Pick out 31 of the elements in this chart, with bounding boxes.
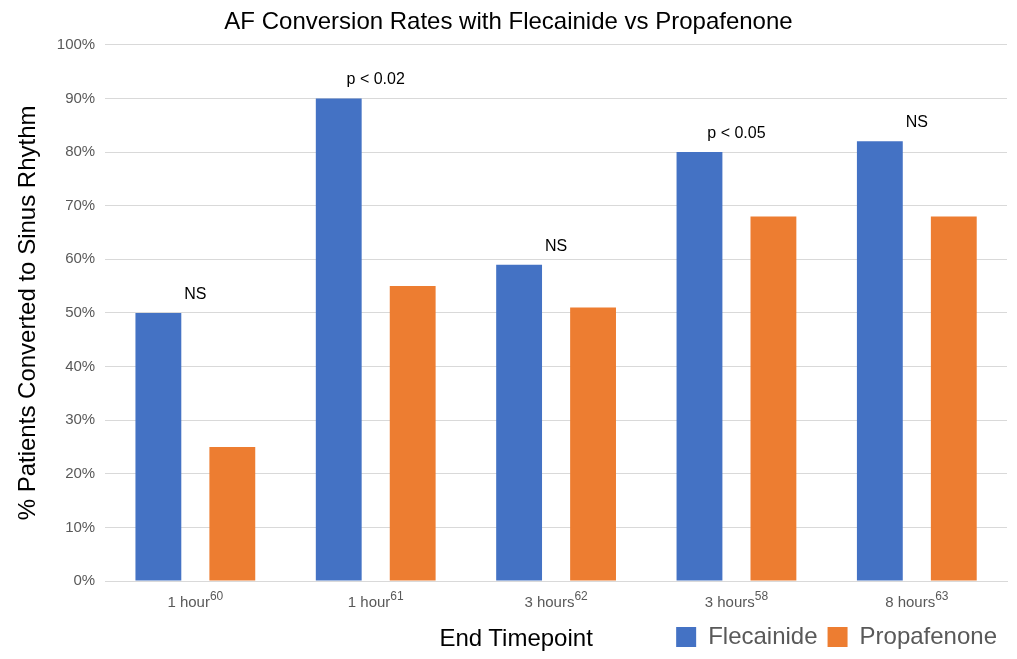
x-axis-title: End Timepoint [439,623,594,651]
y-tick-label: 0% [73,571,96,589]
y-axis-title: % Patients Converted to Sinus Rhythm [13,105,41,521]
y-tick-label: 10% [65,517,96,535]
annotation: p < 0.05 [707,124,766,142]
y-tick-label: 80% [65,142,96,160]
y-tick-label: 60% [65,249,96,267]
y-tick-label: 90% [65,88,96,106]
legend-label: Flecainide [708,621,818,649]
y-tick-label: 100% [56,34,96,52]
annotation: NS [905,113,928,131]
y-tick-label: 50% [65,303,96,321]
legend-label: Propafenone [859,621,997,649]
bar [315,98,362,581]
y-tick-label: 30% [65,410,96,428]
bar [856,141,903,581]
bar [135,312,182,581]
bar [209,446,256,581]
bar [750,216,797,581]
bar [676,152,723,581]
bar [496,264,543,581]
bar [570,307,616,581]
bar [389,286,436,581]
y-tick-label: 70% [65,195,96,213]
y-tick-label: 20% [65,463,96,481]
bar [930,216,977,581]
y-tick-label: 40% [65,356,96,374]
chart-title: AF Conversion Rates with Flecainide vs Propafenone [224,7,793,35]
annotation: p < 0.02 [346,70,405,88]
annotation: NS [184,284,207,302]
annotation: NS [544,236,568,254]
